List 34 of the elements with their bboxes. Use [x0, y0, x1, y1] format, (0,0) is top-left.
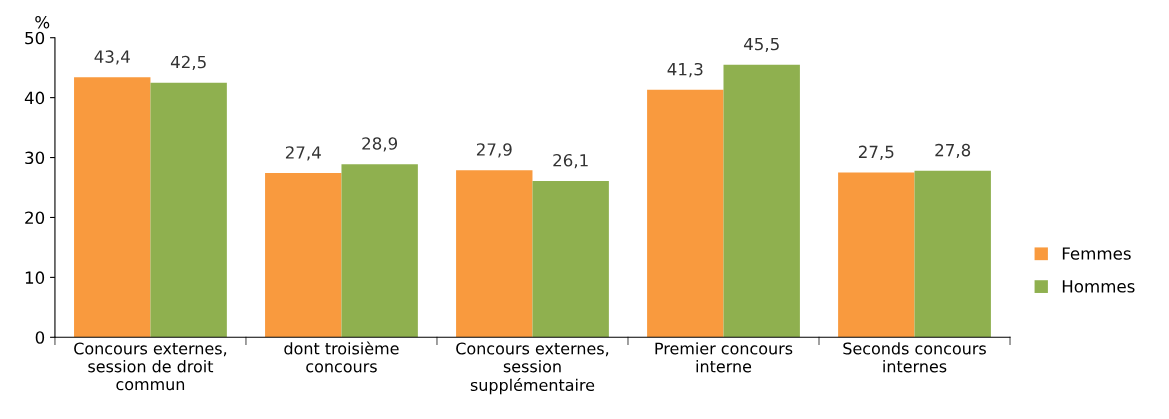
legend-label: Hommes — [1062, 280, 1135, 293]
y-tick-label: 40 — [24, 91, 45, 105]
data-label: 27,8 — [935, 143, 971, 159]
data-label: 27,5 — [858, 145, 894, 160]
legend-label: Femmes — [1062, 247, 1131, 260]
bar — [74, 77, 151, 338]
bar — [150, 82, 227, 338]
data-label: 27,4 — [285, 146, 321, 161]
y-tick-label: 20 — [25, 211, 45, 225]
data-label: 41,3 — [667, 62, 703, 78]
data-label: 26,1 — [553, 153, 588, 169]
x-tick-label: dont troisième concours — [284, 341, 399, 373]
data-label: 42,5 — [170, 55, 206, 71]
x-tick-label: Concours externes, session de droit commun — [74, 342, 227, 391]
bar — [838, 172, 915, 338]
x-tick-label: Concours externes, session supplémentaire — [456, 342, 609, 395]
data-label: 43,4 — [94, 50, 130, 65]
data-label: 45,5 — [743, 37, 779, 53]
bar — [723, 64, 800, 338]
bar — [532, 180, 609, 338]
bar — [647, 89, 724, 338]
y-tick-label: 50 — [25, 31, 45, 45]
bar — [456, 170, 533, 338]
x-tick-label: Premier concours interne — [655, 342, 793, 373]
data-label: 27,9 — [476, 143, 512, 158]
y-tick-label: 10 — [25, 271, 45, 284]
data-label: 28,9 — [362, 137, 398, 152]
x-tick-label: Seconds concours internes — [843, 342, 986, 373]
y-tick-label: 30 — [25, 151, 45, 165]
bar — [341, 164, 418, 338]
bar — [265, 173, 342, 338]
bar — [914, 170, 991, 338]
y-tick-label: 0 — [35, 331, 45, 344]
y-axis-title: % — [35, 15, 50, 29]
